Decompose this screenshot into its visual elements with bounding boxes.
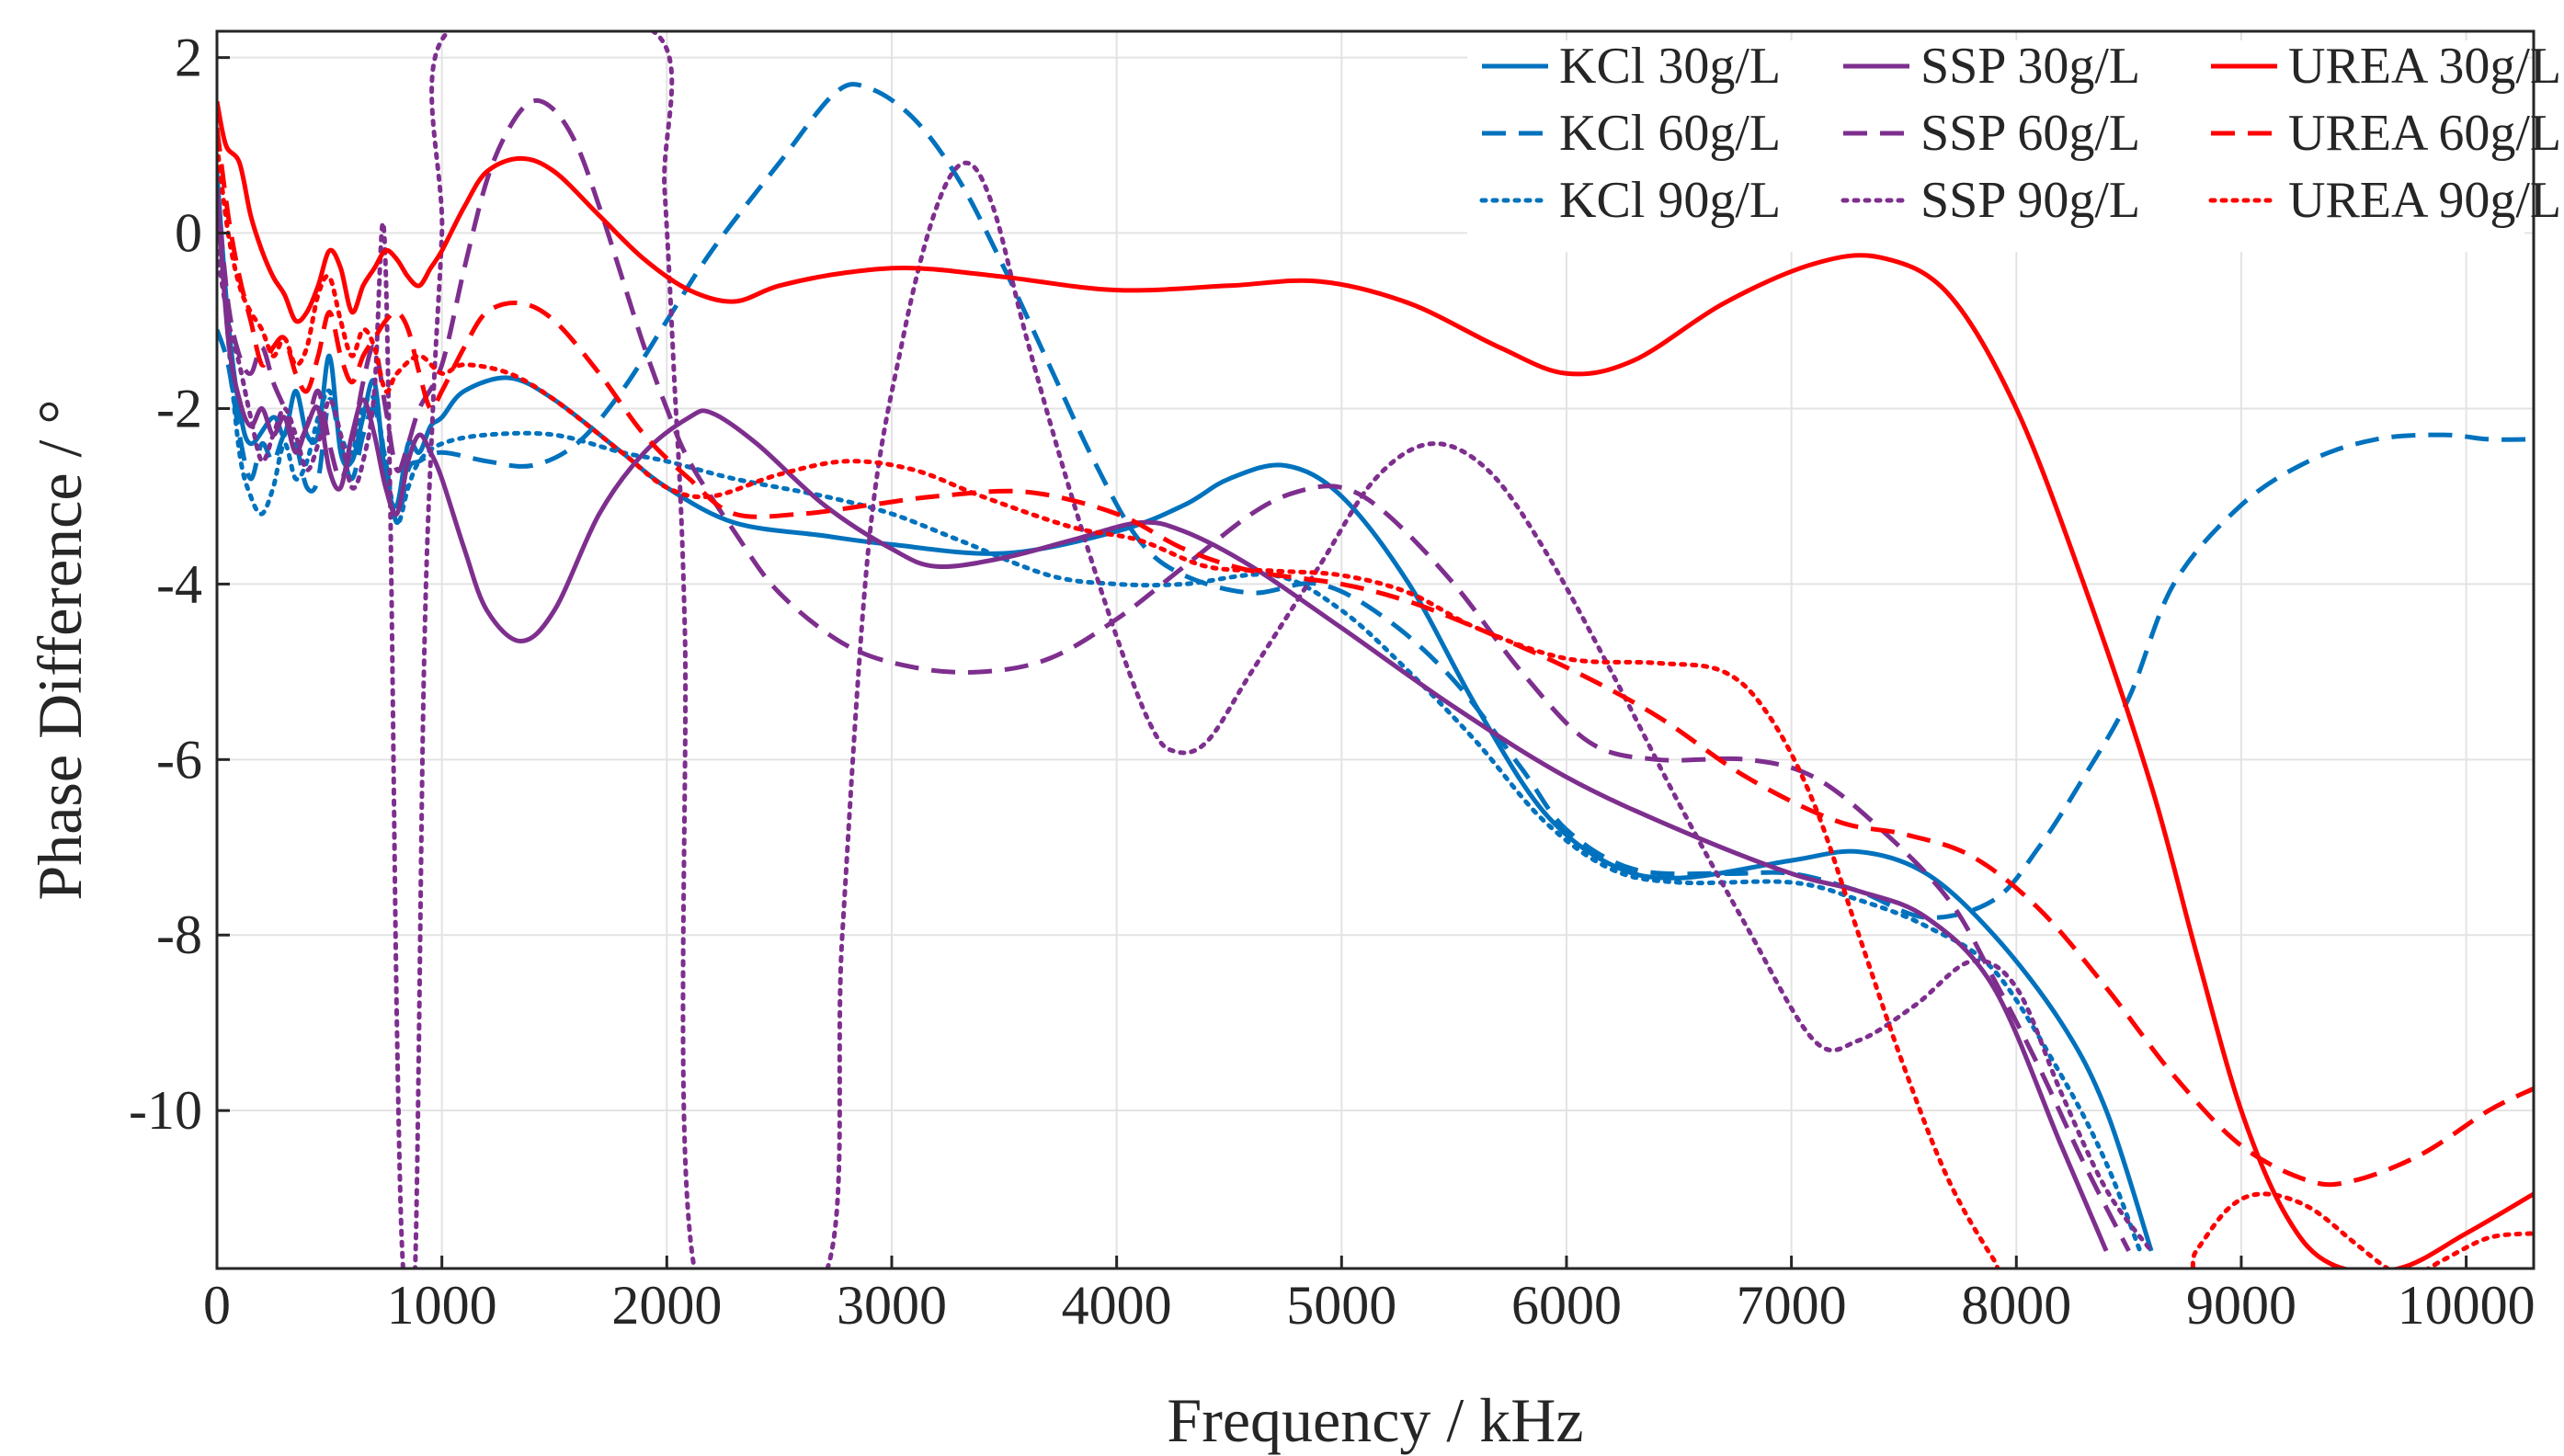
plot-frame (215, 29, 2536, 1270)
grid (216, 31, 2534, 1268)
legend-label-urea-30g-l: UREA 30g/L (2288, 38, 2561, 95)
series-line-kcl-90g-l (217, 187, 2143, 1254)
x-tick-label: 5000 (1286, 1275, 1396, 1336)
x-tick-label: 2000 (611, 1275, 722, 1336)
legend-label-kcl-30g-l: KCl 30g/L (1559, 38, 1781, 95)
series-line-urea-90g-l (217, 142, 2534, 1268)
y-tick-label: 0 (175, 203, 202, 264)
legend-label-urea-90g-l: UREA 90g/L (2288, 172, 2561, 229)
legend-label-ssp-90g-l: SSP 90g/L (1920, 172, 2140, 229)
legend: KCl 30g/L KCl 60g/L KCl 90g/L SSP 30g/L SSP … (1467, 38, 2561, 252)
x-tick-label: 4000 (1062, 1275, 1172, 1336)
legend-label-ssp-60g-l: SSP 60g/L (1920, 105, 2140, 162)
x-tick-label: 9000 (2186, 1275, 2296, 1336)
legend-label-kcl-60g-l: KCl 60g/L (1559, 105, 1781, 162)
y-axis-title: Phase Difference / ° (25, 399, 95, 900)
legend-box (1467, 40, 2524, 252)
y-tick-label: -10 (129, 1080, 202, 1141)
series-line-urea-30g-l (217, 100, 2534, 1268)
x-tick-label: 6000 (1511, 1275, 1622, 1336)
y-tick-label: 2 (175, 28, 202, 88)
x-tick-label: 1000 (387, 1275, 497, 1336)
y-tick-label: -2 (156, 378, 202, 438)
y-tick-label: -8 (156, 904, 202, 965)
y-tick-label: -4 (156, 553, 202, 614)
series-line-urea-60g-l (217, 127, 2534, 1188)
series-line-ssp-90g-l (217, 31, 2154, 1268)
series-lines (217, 31, 2534, 1268)
x-tick-label: 3000 (837, 1275, 947, 1336)
x-tick-label: 0 (203, 1275, 231, 1336)
y-tick-label: -6 (156, 729, 202, 790)
axis-ticks: 0 1000 2000 3000 4000 5000 6000 7000 8000 9000 100… (129, 28, 2536, 1336)
legend-label-kcl-90g-l: KCl 90g/L (1559, 172, 1781, 229)
x-tick-label: 8000 (1961, 1275, 2071, 1336)
x-axis-title: Frequency / kHz (1167, 1385, 1583, 1455)
x-tick-label: 7000 (1737, 1275, 1847, 1336)
legend-label-urea-60g-l: UREA 60g/L (2288, 105, 2561, 162)
x-tick-label: 10000 (2398, 1275, 2536, 1336)
legend-label-ssp-30g-l: SSP 30g/L (1920, 38, 2140, 95)
